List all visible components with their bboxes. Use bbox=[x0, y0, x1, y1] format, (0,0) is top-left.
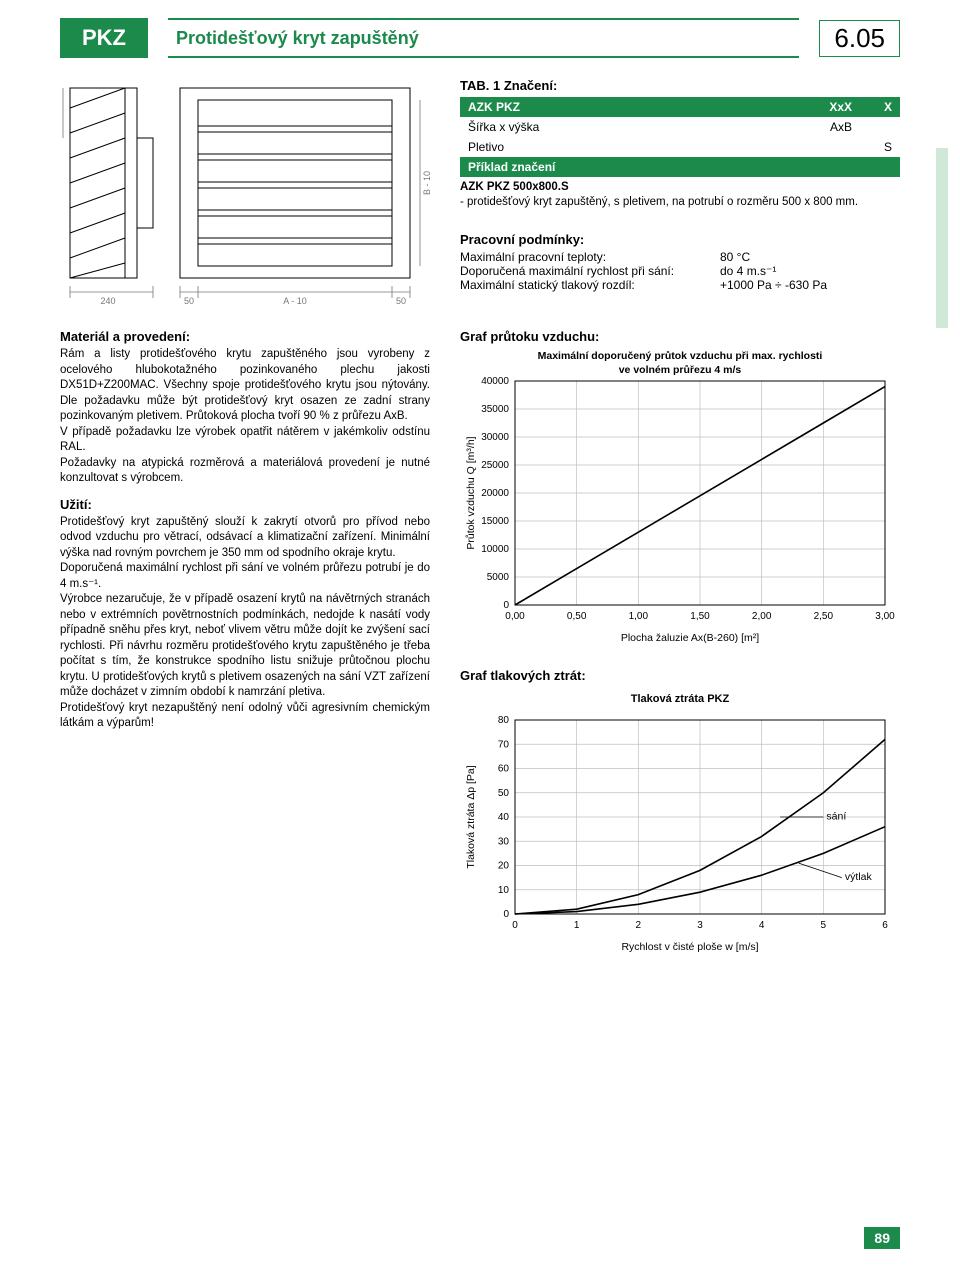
t1-r1c2: XxX bbox=[737, 97, 860, 117]
svg-text:výtlak: výtlak bbox=[845, 871, 873, 883]
material-heading: Materiál a provedení: bbox=[60, 329, 430, 344]
svg-text:Rychlost v čisté ploše w [m/s]: Rychlost v čisté ploše w [m/s] bbox=[621, 941, 758, 953]
dim-50l: 50 bbox=[184, 296, 194, 306]
catalog-number: 6.05 bbox=[819, 20, 900, 57]
page-header: PKZ Protidešťový kryt zapuštěný 6.05 bbox=[60, 18, 900, 58]
usage-heading: Užití: bbox=[60, 497, 430, 512]
t1-r3c3: S bbox=[860, 137, 900, 157]
loss-chart: Tlaková ztráta PKZ0123456010203040506070… bbox=[460, 686, 900, 959]
svg-text:2: 2 bbox=[636, 920, 642, 931]
svg-text:ve volném průřezu 4 m/s: ve volném průřezu 4 m/s bbox=[619, 364, 742, 376]
page-title: Protidešťový kryt zapuštěný bbox=[168, 18, 799, 58]
svg-text:10000: 10000 bbox=[481, 544, 509, 555]
svg-text:40: 40 bbox=[498, 812, 510, 823]
dim-50r: 50 bbox=[396, 296, 406, 306]
dim-a10: A - 10 bbox=[283, 296, 307, 306]
loss-chart-heading: Graf tlakových ztrát: bbox=[460, 668, 900, 683]
flow-chart: Maximální doporučený průtok vzduchu při … bbox=[460, 347, 900, 650]
technical-drawing: 240 275 bbox=[60, 78, 430, 311]
t1-r1c1: AZK PKZ bbox=[460, 97, 737, 117]
svg-text:sání: sání bbox=[826, 810, 846, 822]
product-code-badge: PKZ bbox=[60, 18, 148, 58]
svg-text:20: 20 bbox=[498, 861, 510, 872]
svg-text:2,50: 2,50 bbox=[814, 611, 834, 622]
t1-r3c1: Pletivo bbox=[460, 137, 737, 157]
svg-text:60: 60 bbox=[498, 764, 510, 775]
t1-r2c2: AxB bbox=[737, 117, 860, 137]
t1-r2c1: Šířka x výška bbox=[460, 117, 737, 137]
svg-text:0,50: 0,50 bbox=[567, 611, 587, 622]
side-tab-strip bbox=[936, 148, 948, 328]
t1-r4c1: Příklad značení bbox=[460, 157, 900, 177]
svg-text:1,50: 1,50 bbox=[690, 611, 710, 622]
svg-text:80: 80 bbox=[498, 715, 510, 726]
svg-text:50: 50 bbox=[498, 788, 510, 799]
svg-text:5000: 5000 bbox=[487, 572, 510, 583]
svg-text:5: 5 bbox=[821, 920, 827, 931]
svg-text:3,00: 3,00 bbox=[875, 611, 895, 622]
example-code: AZK PKZ 500x800.S bbox=[460, 181, 569, 193]
svg-text:20000: 20000 bbox=[481, 488, 509, 499]
page-number: 89 bbox=[864, 1227, 900, 1249]
dim-240: 240 bbox=[100, 296, 115, 306]
svg-text:25000: 25000 bbox=[481, 460, 509, 471]
table1-caption: TAB. 1 Značení: bbox=[460, 78, 900, 93]
conditions-heading: Pracovní podmínky: bbox=[460, 232, 900, 247]
material-text: Rám a listy protidešťového krytu zapuště… bbox=[60, 347, 430, 487]
flow-chart-heading: Graf průtoku vzduchu: bbox=[460, 329, 900, 344]
svg-text:1,00: 1,00 bbox=[629, 611, 649, 622]
svg-text:30: 30 bbox=[498, 836, 510, 847]
example-text: - protidešťový kryt zapuštěný, s pletive… bbox=[460, 196, 858, 208]
svg-text:0: 0 bbox=[512, 920, 518, 931]
svg-text:Průtok vzduchu Q [m³/h]: Průtok vzduchu Q [m³/h] bbox=[465, 436, 477, 549]
t1-r1c3: X bbox=[860, 97, 900, 117]
svg-text:70: 70 bbox=[498, 739, 510, 750]
svg-text:Plocha žaluzie Ax(B-260) [m²]: Plocha žaluzie Ax(B-260) [m²] bbox=[621, 632, 759, 644]
svg-text:2,00: 2,00 bbox=[752, 611, 772, 622]
svg-text:Tlaková ztráta Δp [Pa]: Tlaková ztráta Δp [Pa] bbox=[465, 765, 477, 868]
svg-text:35000: 35000 bbox=[481, 404, 509, 415]
usage-text: Protidešťový kryt zapuštěný slouží k zak… bbox=[60, 515, 430, 732]
svg-text:40000: 40000 bbox=[481, 376, 509, 387]
svg-text:3: 3 bbox=[697, 920, 703, 931]
svg-text:1: 1 bbox=[574, 920, 580, 931]
svg-text:0: 0 bbox=[503, 600, 509, 611]
marking-table: AZK PKZ XxX X Šířka x výška AxB Pletivo … bbox=[460, 97, 900, 177]
working-conditions: Pracovní podmínky: Maximální pracovní te… bbox=[460, 232, 900, 292]
svg-text:Tlaková ztráta PKZ: Tlaková ztráta PKZ bbox=[631, 693, 730, 705]
svg-text:Maximální doporučený průtok vz: Maximální doporučený průtok vzduchu při … bbox=[538, 350, 823, 362]
dim-b10: B - 10 bbox=[422, 171, 430, 195]
svg-text:10: 10 bbox=[498, 885, 510, 896]
svg-text:6: 6 bbox=[882, 920, 888, 931]
svg-text:15000: 15000 bbox=[481, 516, 509, 527]
svg-text:30000: 30000 bbox=[481, 432, 509, 443]
svg-text:0,00: 0,00 bbox=[505, 611, 525, 622]
svg-text:0: 0 bbox=[503, 909, 509, 920]
svg-text:4: 4 bbox=[759, 920, 765, 931]
